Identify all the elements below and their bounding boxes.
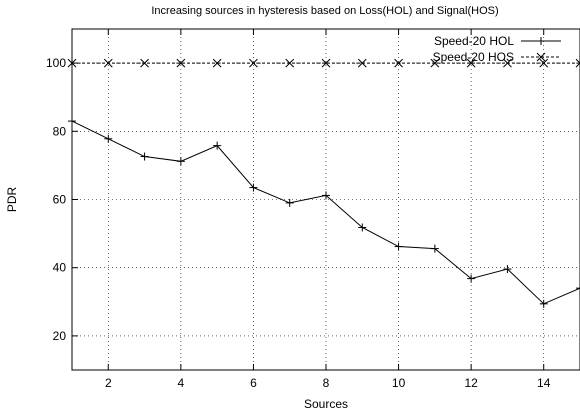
data-point <box>322 191 330 200</box>
x-tick-label: 10 <box>392 376 406 390</box>
data-point <box>576 284 580 293</box>
data-point <box>103 58 113 68</box>
axis-ticks: 2 4 6 8 10 12 14 20 40 60 80 100 <box>46 29 551 390</box>
y-axis-title: PDR <box>5 187 19 213</box>
x-axis-title: Sources <box>304 397 348 411</box>
data-point <box>539 58 549 68</box>
x-tick-label: 8 <box>323 376 330 390</box>
series-1 <box>68 117 580 308</box>
series-layer <box>67 58 580 308</box>
data-point <box>249 183 258 192</box>
data-point <box>539 299 548 308</box>
legend-label: Speed-20 HOS <box>433 50 514 64</box>
data-point <box>285 58 295 68</box>
x-tick-label: 14 <box>537 376 551 390</box>
x-tick-label: 2 <box>105 376 112 390</box>
data-point <box>321 58 331 68</box>
data-point <box>176 58 186 68</box>
data-point <box>212 58 222 68</box>
series-2 <box>67 58 580 68</box>
legend: Speed-20 HOL Speed-20 HOS <box>433 34 561 64</box>
data-point <box>430 58 440 68</box>
data-point <box>249 58 258 68</box>
data-point <box>394 58 403 68</box>
grid <box>72 29 580 370</box>
y-tick-label: 40 <box>53 261 67 275</box>
data-point <box>503 265 512 274</box>
data-point <box>467 274 476 283</box>
data-point <box>430 244 439 253</box>
legend-label: Speed-20 HOL <box>434 34 514 48</box>
data-point <box>285 198 294 207</box>
data-point <box>394 242 403 251</box>
data-point <box>358 223 367 232</box>
data-point <box>503 58 512 68</box>
x-tick-label: 4 <box>178 376 185 390</box>
y-tick-label: 100 <box>46 56 66 70</box>
data-point <box>575 58 580 68</box>
chart-title: Increasing sources in hysteresis based o… <box>151 5 498 17</box>
series-line <box>71 120 580 305</box>
plot-frame <box>71 28 580 371</box>
legend-marker <box>537 37 545 45</box>
data-point <box>176 157 185 166</box>
data-point <box>357 58 367 68</box>
data-point <box>466 58 476 68</box>
x-tick-label: 12 <box>464 376 478 390</box>
legend-marker <box>536 52 546 62</box>
data-point <box>140 58 149 68</box>
data-point <box>140 152 149 161</box>
data-point <box>104 134 113 143</box>
y-tick-label: 80 <box>53 124 67 138</box>
data-point <box>213 141 222 150</box>
y-tick-label: 20 <box>53 329 67 343</box>
x-tick-label: 6 <box>250 376 257 390</box>
y-tick-label: 60 <box>53 193 67 207</box>
